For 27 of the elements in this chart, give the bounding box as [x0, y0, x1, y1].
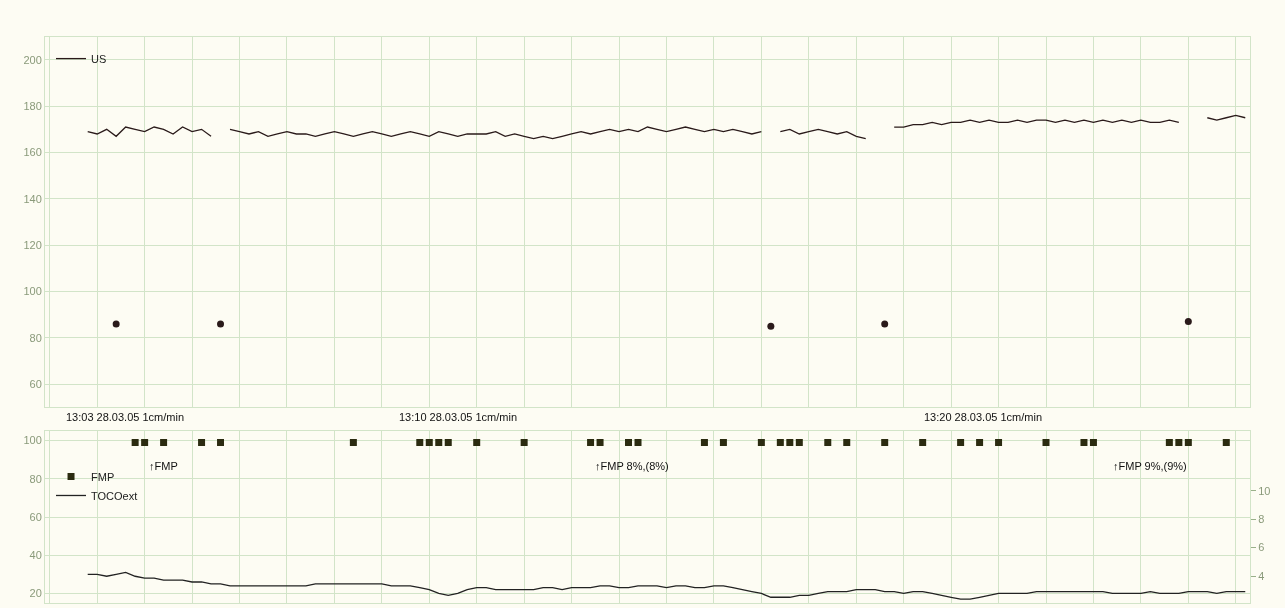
annotation: ↑FMP 9%,(9%) [1113, 460, 1187, 472]
y-tick-label: 180 [23, 100, 42, 113]
y-tick-label: 60 [29, 377, 42, 390]
y-tick-label: 100 [23, 434, 42, 447]
text: 13:20 28.03.05 1cm/min [924, 411, 1043, 423]
text: 13:10 28.03.05 1cm/min [399, 411, 518, 423]
y-tick-label: 20 [29, 587, 42, 600]
y2-tick-label: 6 [1258, 541, 1265, 554]
y-tick-label: 200 [23, 53, 42, 66]
y-tick-label: 140 [23, 192, 42, 205]
y-tick-label: 160 [23, 146, 42, 159]
legend-label: TOCOext [91, 489, 138, 502]
legend-label: US [91, 52, 107, 65]
y2-tick-label: 4 [1258, 569, 1265, 582]
y-tick-label: 80 [29, 331, 42, 344]
y-tick-label: 80 [29, 472, 42, 485]
legend-label: FMP [91, 470, 115, 483]
annotation: ↑FMP 8%,(8%) [595, 460, 669, 472]
y2-tick-label: 8 [1258, 513, 1265, 525]
text: 13:03 28.03.05 1cm/min [66, 411, 185, 423]
y-tick-label: 120 [23, 239, 42, 252]
annotation: ↑FMP [149, 460, 178, 472]
y-tick-label: 100 [23, 285, 42, 298]
y-tick-label: 60 [29, 510, 42, 523]
line-series [87, 571, 1246, 600]
y-tick-label: 40 [29, 549, 42, 562]
y2-tick-label: 10 [1258, 484, 1271, 497]
